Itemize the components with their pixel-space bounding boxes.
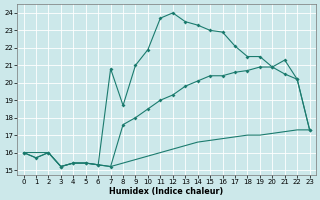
X-axis label: Humidex (Indice chaleur): Humidex (Indice chaleur) bbox=[109, 187, 224, 196]
